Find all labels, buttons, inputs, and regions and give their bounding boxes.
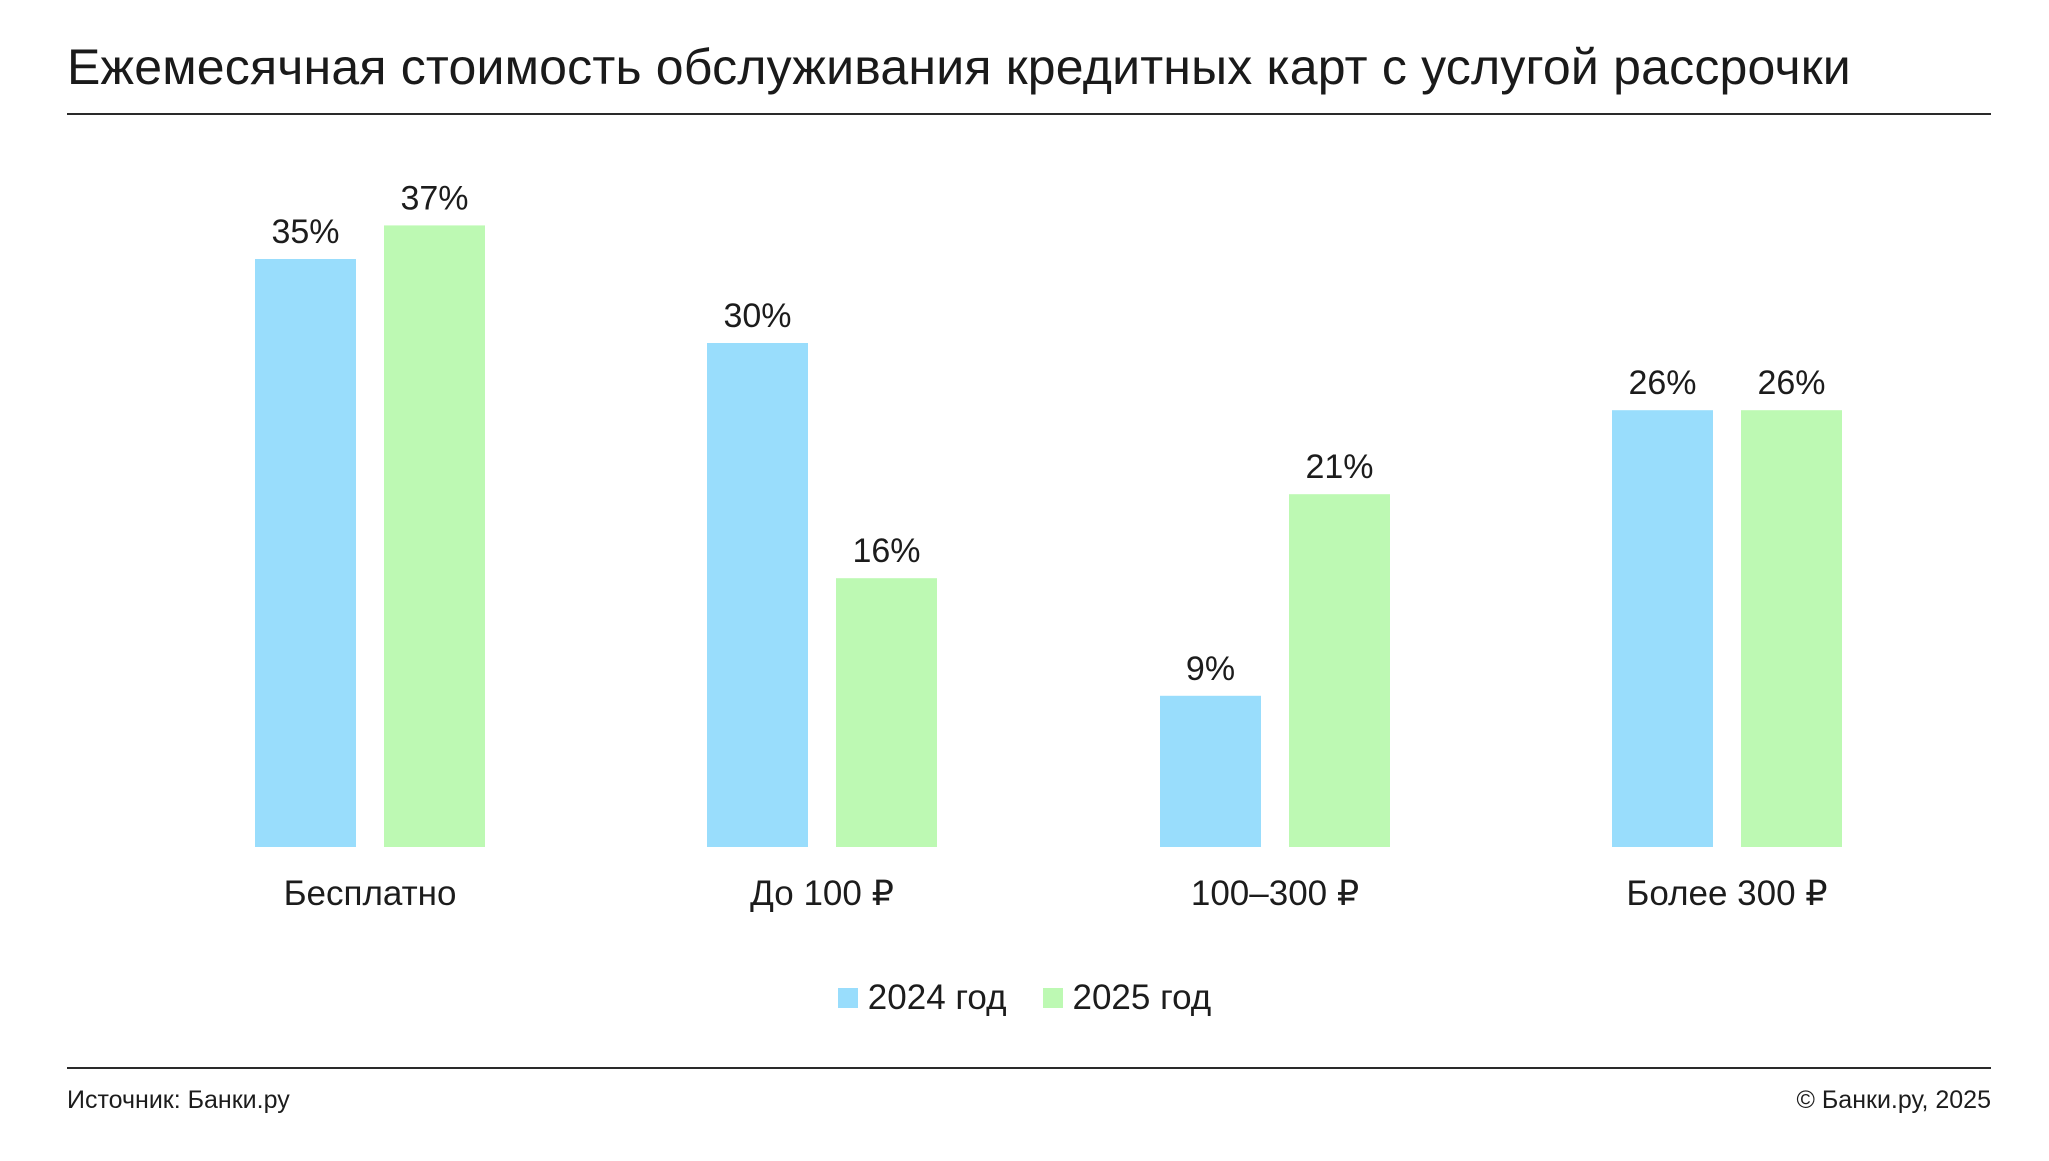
bar-over-300-2025 — [1741, 410, 1842, 847]
category-label-100-300: 100–300 ₽ — [1191, 874, 1359, 913]
data-label-100-300-2024: 9% — [1186, 650, 1235, 688]
category-label-up-to-100: До 100 ₽ — [750, 874, 894, 913]
title-divider — [67, 113, 1991, 115]
category-label-free: Бесплатно — [284, 874, 457, 913]
legend-swatch-2025 — [1042, 988, 1063, 1008]
bar-100-300-2024 — [1160, 695, 1261, 847]
source-note: Источник: Банки.ру — [67, 1086, 290, 1114]
footer-divider — [67, 1067, 1991, 1069]
legend-label-2024: 2024 год — [867, 978, 1007, 1017]
data-label-up-to-100-2024: 30% — [723, 297, 791, 335]
copyright-note: © Банки.ру, 2025 — [1796, 1086, 1991, 1114]
legend-item-2025: 2025 год — [1042, 978, 1212, 1018]
bar-chart: 35% 37% Бесплатно 30% 16% До 100 ₽ 9% 21% 100–30… — [255, 179, 1842, 913]
bar-up-to-100-2024 — [707, 343, 808, 847]
data-label-up-to-100-2025: 16% — [852, 532, 920, 570]
chart-legend: 2024 год 2025 год — [0, 978, 2049, 1018]
data-label-over-300-2024: 26% — [1628, 364, 1696, 402]
data-label-100-300-2025: 21% — [1305, 448, 1373, 486]
bar-100-300-2025 — [1289, 494, 1390, 847]
data-label-over-300-2025: 26% — [1757, 364, 1825, 402]
legend-swatch-2024 — [837, 988, 858, 1008]
data-label-free-2025: 37% — [400, 179, 468, 217]
bar-up-to-100-2025 — [836, 578, 937, 847]
bar-free-2024 — [255, 259, 356, 847]
bar-free-2025 — [384, 225, 485, 847]
legend-label-2025: 2025 год — [1072, 978, 1212, 1017]
bar-over-300-2024 — [1612, 410, 1713, 847]
category-label-over-300: Более 300 ₽ — [1626, 874, 1827, 913]
legend-item-2024: 2024 год — [837, 978, 1007, 1018]
chart-title: Ежемесячная стоимость обслуживания креди… — [67, 39, 1851, 95]
data-label-free-2024: 35% — [271, 213, 339, 251]
